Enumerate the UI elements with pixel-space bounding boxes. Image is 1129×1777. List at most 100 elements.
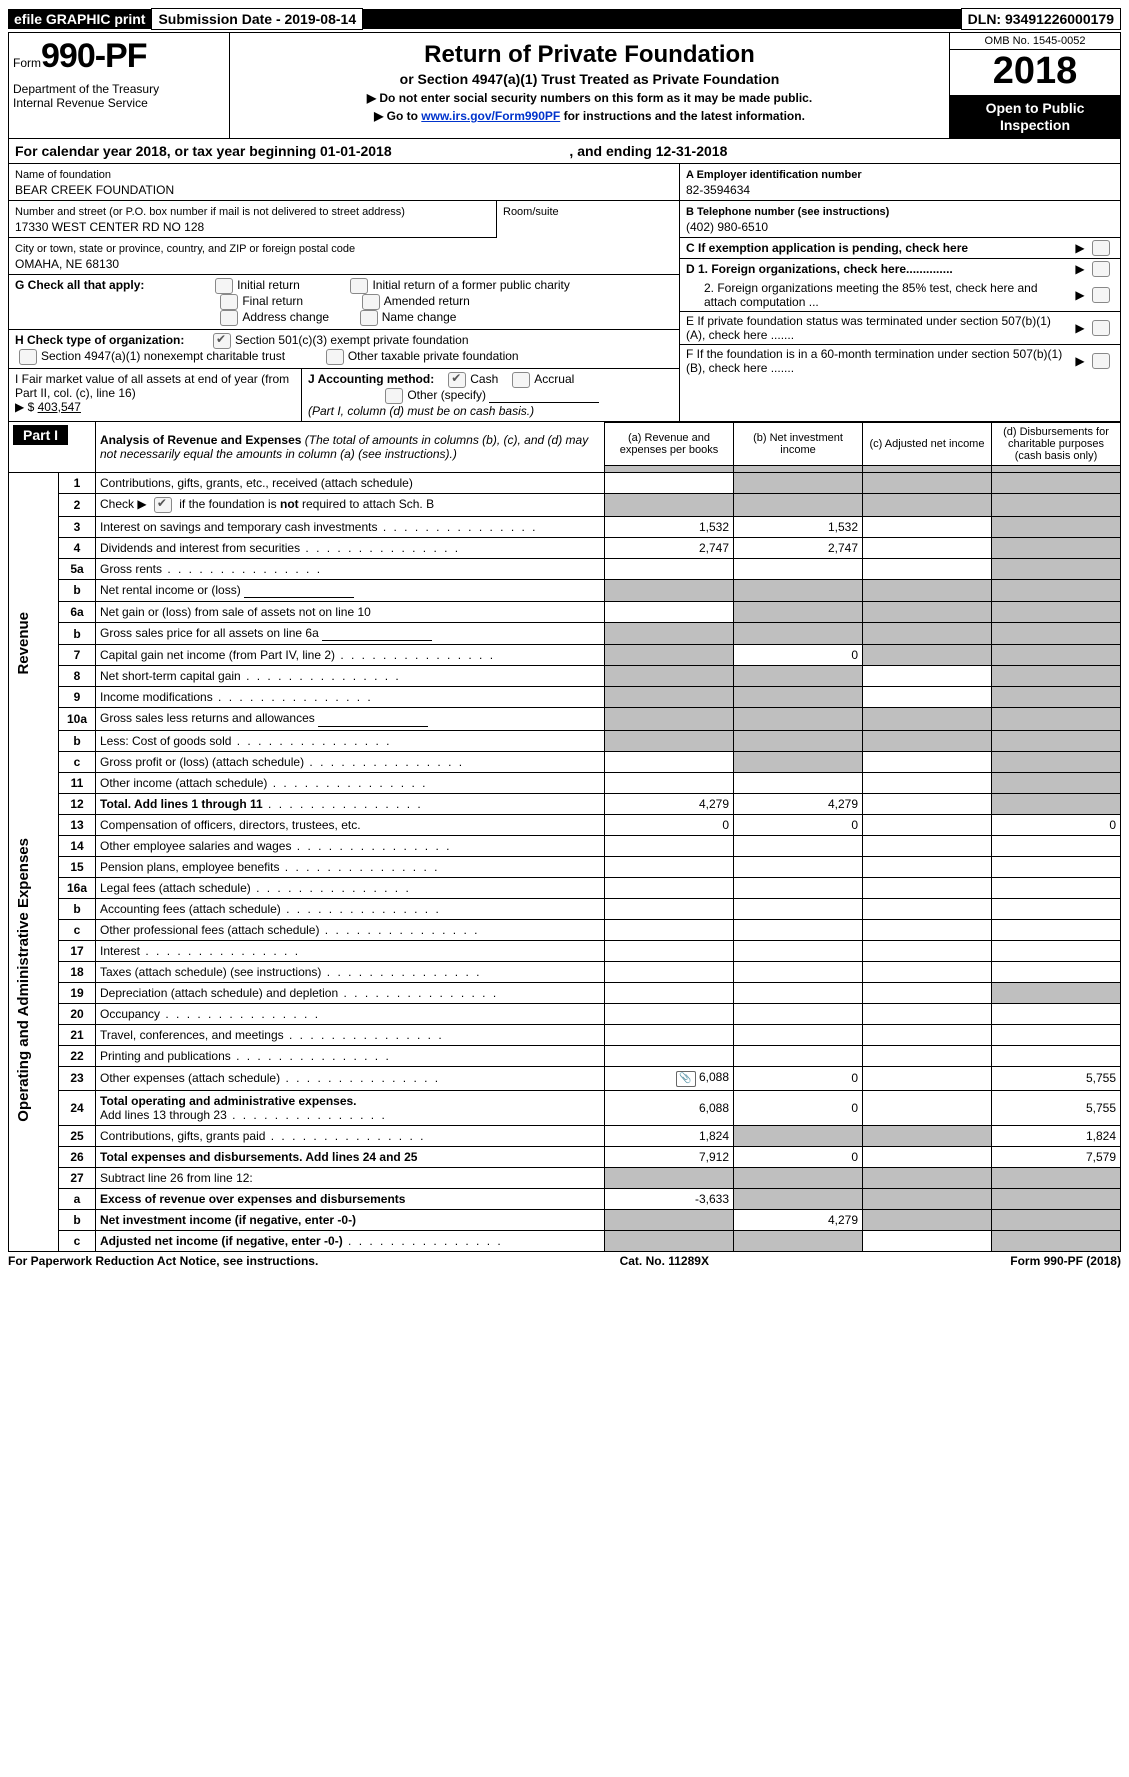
checkbox-name-change[interactable] <box>360 310 378 326</box>
table-row: 18Taxes (attach schedule) (see instructi… <box>9 961 1121 982</box>
form-header: Form990-PF Department of the Treasury In… <box>8 32 1121 139</box>
table-row: 25Contributions, gifts, grants paid1,824… <box>9 1125 1121 1146</box>
table-row: 14Other employee salaries and wages <box>9 835 1121 856</box>
checkbox-initial-return[interactable] <box>215 278 233 294</box>
form-prefix: Form <box>13 56 41 70</box>
table-row: aExcess of revenue over expenses and dis… <box>9 1188 1121 1209</box>
table-row: 24Total operating and administrative exp… <box>9 1090 1121 1125</box>
table-row: 19Depreciation (attach schedule) and dep… <box>9 982 1121 1003</box>
revenue-label: Revenue <box>13 612 34 675</box>
expenses-label: Operating and Administrative Expenses <box>13 838 34 1122</box>
submission-pill: Submission Date - 2019-08-14 <box>151 8 363 30</box>
checkbox-foreign-85[interactable] <box>1092 287 1110 303</box>
h-row: H Check type of organization: Section 50… <box>9 330 679 369</box>
entity-block: Name of foundation BEAR CREEK FOUNDATION… <box>8 164 1121 422</box>
table-row: 6aNet gain or (loss) from sale of assets… <box>9 601 1121 622</box>
table-row: 12Total. Add lines 1 through 114,2794,27… <box>9 793 1121 814</box>
checkbox-initial-former[interactable] <box>350 278 368 294</box>
checkbox-other-method[interactable] <box>385 388 403 404</box>
open-inspection: Open to Public Inspection <box>950 96 1120 138</box>
tax-year: 2018 <box>950 50 1120 96</box>
checkbox-501c3[interactable] <box>213 333 231 349</box>
table-row: 20Occupancy <box>9 1003 1121 1024</box>
checkbox-terminated[interactable] <box>1092 320 1110 336</box>
g-row: G Check all that apply: Initial return I… <box>9 275 679 330</box>
header-right: OMB No. 1545-0052 2018 Open to Public In… <box>949 33 1120 138</box>
checkbox-address-change[interactable] <box>220 310 238 326</box>
checkbox-60month[interactable] <box>1092 353 1110 369</box>
checkbox-accrual[interactable] <box>512 372 530 388</box>
other-specify-line <box>489 388 599 403</box>
topbar-spacer <box>363 9 961 29</box>
c-cell: C If exemption application is pending, c… <box>680 238 1120 259</box>
table-row: 9Income modifications <box>9 687 1121 708</box>
table-row: 3 Interest on savings and temporary cash… <box>9 516 1121 537</box>
d-cell: D 1. Foreign organizations, check here..… <box>680 259 1120 312</box>
table-row: cGross profit or (loss) (attach schedule… <box>9 751 1121 772</box>
table-row: 17Interest <box>9 940 1121 961</box>
j-note: (Part I, column (d) must be on cash basi… <box>308 404 534 418</box>
efile-pill: efile GRAPHIC print <box>8 9 151 29</box>
part1-label: Part I <box>13 425 68 445</box>
phone-cell: B Telephone number (see instructions) (4… <box>680 201 1120 238</box>
table-row: 21Travel, conferences, and meetings <box>9 1024 1121 1045</box>
e-cell: E If private foundation status was termi… <box>680 312 1120 345</box>
col-c-header: (c) Adjusted net income <box>863 422 992 465</box>
table-row: bNet investment income (if negative, ent… <box>9 1209 1121 1230</box>
table-row: 2 Check ▶ if the foundation is not requi… <box>9 493 1121 516</box>
table-row: Operating and Administrative Expenses 13… <box>9 814 1121 835</box>
part1-table: Part I Analysis of Revenue and Expenses … <box>8 422 1121 1252</box>
city-cell: City or town, state or province, country… <box>9 238 679 275</box>
table-row: bAccounting fees (attach schedule) <box>9 898 1121 919</box>
table-row: 11Other income (attach schedule) <box>9 772 1121 793</box>
checkbox-exemption-pending[interactable] <box>1092 240 1110 256</box>
dln-pill: DLN: 93491226000179 <box>961 8 1121 30</box>
table-row: 5aGross rents <box>9 558 1121 579</box>
footer-mid: Cat. No. 11289X <box>620 1254 709 1268</box>
table-row: 8Net short-term capital gain <box>9 666 1121 687</box>
phone: (402) 980-6510 <box>686 220 1114 234</box>
note1: ▶ Do not enter social security numbers o… <box>236 91 943 105</box>
ein: 82-3594634 <box>686 183 1114 197</box>
table-row: 23Other expenses (attach schedule)📎 6,08… <box>9 1066 1121 1090</box>
street-cell: Number and street (or P.O. box number if… <box>9 201 497 238</box>
table-row: bLess: Cost of goods sold <box>9 730 1121 751</box>
form-subtitle: or Section 4947(a)(1) Trust Treated as P… <box>236 71 943 87</box>
checkbox-amended[interactable] <box>362 294 380 310</box>
part1-title: Analysis of Revenue and Expenses <box>100 433 301 447</box>
table-row: Revenue 1 Contributions, gifts, grants, … <box>9 472 1121 493</box>
checkbox-other-taxable[interactable] <box>326 349 344 365</box>
attachment-icon[interactable]: 📎 <box>676 1071 696 1087</box>
header-mid: Return of Private Foundation or Section … <box>230 33 949 138</box>
room-cell: Room/suite <box>497 201 679 238</box>
col-a-header: (a) Revenue and expenses per books <box>605 422 734 465</box>
table-row: 15Pension plans, employee benefits <box>9 856 1121 877</box>
checkbox-4947[interactable] <box>19 349 37 365</box>
ij-row: I Fair market value of all assets at end… <box>9 369 679 421</box>
i-cell: I Fair market value of all assets at end… <box>9 369 302 421</box>
dept: Department of the Treasury Internal Reve… <box>13 82 223 111</box>
fmv-value: 403,547 <box>38 400 81 414</box>
form-title: Return of Private Foundation <box>236 41 943 69</box>
footer: For Paperwork Reduction Act Notice, see … <box>8 1254 1121 1268</box>
table-row: cOther professional fees (attach schedul… <box>9 919 1121 940</box>
checkbox-final-return[interactable] <box>220 294 238 310</box>
checkbox-sch-b[interactable] <box>154 497 172 513</box>
table-row: 4 Dividends and interest from securities… <box>9 537 1121 558</box>
city: OMAHA, NE 68130 <box>15 257 673 271</box>
topbar: efile GRAPHIC print Submission Date - 20… <box>8 8 1121 30</box>
table-row: cAdjusted net income (if negative, enter… <box>9 1230 1121 1251</box>
footer-right: Form 990-PF (2018) <box>1010 1254 1121 1268</box>
table-row: 27Subtract line 26 from line 12: <box>9 1167 1121 1188</box>
checkbox-cash[interactable] <box>448 372 466 388</box>
ein-cell: A Employer identification number 82-3594… <box>680 164 1120 201</box>
col-d-header: (d) Disbursements for charitable purpose… <box>992 422 1121 465</box>
checkbox-foreign-org[interactable] <box>1092 261 1110 277</box>
header-left: Form990-PF Department of the Treasury In… <box>9 33 230 138</box>
name-cell: Name of foundation BEAR CREEK FOUNDATION <box>9 164 679 201</box>
table-row: 10aGross sales less returns and allowanc… <box>9 708 1121 730</box>
footer-left: For Paperwork Reduction Act Notice, see … <box>8 1254 318 1268</box>
calendar-year-row: For calendar year 2018, or tax year begi… <box>8 139 1121 164</box>
instructions-link[interactable]: www.irs.gov/Form990PF <box>421 109 560 123</box>
table-row: 7Capital gain net income (from Part IV, … <box>9 645 1121 666</box>
